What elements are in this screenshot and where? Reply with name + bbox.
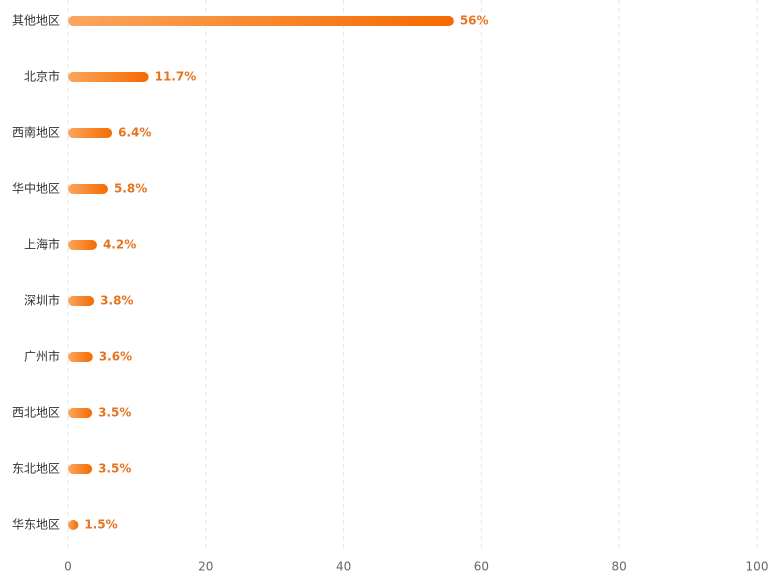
bar [68, 520, 79, 530]
bar [68, 72, 149, 82]
category-label: 华东地区 [12, 518, 60, 532]
x-tick-label: 100 [746, 560, 769, 574]
x-tick-label: 60 [474, 560, 489, 574]
bar [68, 128, 113, 138]
value-label: 11.7% [155, 70, 197, 84]
x-tick-label: 40 [336, 560, 351, 574]
category-label: 东北地区 [12, 462, 60, 476]
bar [68, 464, 93, 474]
value-label: 4.2% [103, 238, 136, 252]
bar [68, 16, 454, 26]
value-label: 3.5% [98, 462, 131, 476]
x-tick-label: 0 [64, 560, 72, 574]
bar [68, 240, 97, 250]
value-label: 3.8% [100, 294, 133, 308]
value-label: 3.6% [99, 350, 132, 364]
value-label: 1.5% [84, 518, 117, 532]
bar [68, 352, 93, 362]
x-tick-label: 20 [198, 560, 213, 574]
category-label: 深圳市 [24, 293, 60, 308]
value-label: 5.8% [114, 182, 147, 196]
x-tick-label: 80 [612, 560, 627, 574]
category-label: 西北地区 [12, 406, 60, 420]
category-label: 西南地区 [12, 125, 60, 140]
bar [68, 184, 108, 194]
category-label: 北京市 [24, 69, 60, 84]
category-label: 上海市 [24, 237, 60, 252]
value-label: 6.4% [118, 126, 151, 140]
value-label: 56% [460, 14, 489, 28]
bar [68, 296, 95, 306]
category-label: 其他地区 [12, 14, 60, 28]
value-label: 3.5% [98, 406, 131, 420]
category-label: 广州市 [24, 349, 60, 364]
category-label: 华中地区 [12, 181, 60, 196]
bar [68, 408, 93, 418]
